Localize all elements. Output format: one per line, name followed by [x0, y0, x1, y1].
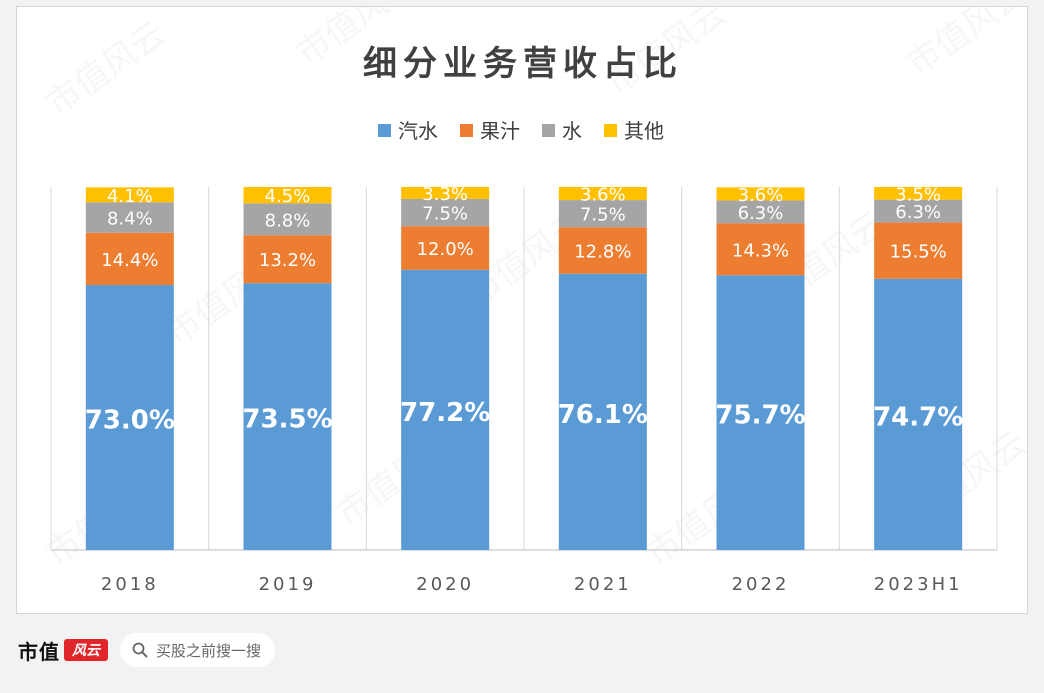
bar-2-3 — [401, 226, 490, 270]
data-label-2-1: 14.4% — [101, 250, 158, 271]
data-label-4-2: 4.5% — [265, 186, 311, 207]
watermark-text: 市值风云 — [39, 14, 173, 125]
bar-3-5 — [716, 200, 805, 224]
watermark-text: 市值风云 — [899, 7, 1029, 84]
bar-4-5 — [716, 187, 805, 201]
data-label-4-4: 3.6% — [580, 185, 626, 206]
x-tick-label-3: 2020 — [416, 574, 474, 595]
data-label-2-3: 12.0% — [417, 239, 474, 260]
bar-2-2 — [243, 235, 332, 284]
x-tick-label-1: 2018 — [101, 574, 159, 595]
bar-1-6 — [874, 278, 963, 550]
footer: 市值 风云 买股之前搜一搜 — [18, 632, 276, 668]
data-label-4-3: 3.3% — [422, 184, 468, 205]
bar-3-6 — [874, 199, 963, 223]
bar-4-3 — [401, 187, 490, 199]
bar-1-5 — [716, 275, 805, 550]
data-label-4-6: 3.5% — [895, 184, 941, 205]
data-label-2-6: 15.5% — [890, 242, 947, 263]
data-label-1-3: 77.2% — [400, 398, 490, 428]
data-label-1-2: 73.5% — [242, 405, 332, 435]
data-label-2-5: 14.3% — [732, 240, 789, 261]
data-label-1-5: 75.7% — [715, 401, 805, 431]
bar-2-5 — [716, 223, 805, 276]
bar-4-2 — [243, 187, 332, 204]
data-label-3-3: 7.5% — [422, 204, 468, 225]
x-tick-label-6: 2023H1 — [874, 574, 963, 595]
bar-2-6 — [874, 222, 963, 279]
legend-swatch-4 — [604, 124, 617, 137]
chart-frame: 市值风云 市值风云 市值风云 市值风云 市值风云 市值风云 市值风云 市值风云 市值风云 市值风云… — [16, 6, 1028, 614]
data-label-4-5: 3.6% — [738, 185, 784, 206]
bar-3-1 — [85, 202, 174, 233]
bar-4-6 — [874, 187, 963, 200]
data-label-3-2: 8.8% — [265, 210, 311, 231]
search-text: 买股之前搜一搜 — [156, 641, 262, 660]
x-tick-label-2: 2019 — [259, 574, 317, 595]
data-label-3-4: 7.5% — [580, 205, 626, 226]
chart-title: 细分业务营收占比 — [363, 44, 683, 84]
data-label-3-6: 6.3% — [895, 202, 941, 223]
bar-3-3 — [401, 198, 490, 227]
legend-swatch-3 — [542, 124, 555, 137]
bar-4-4 — [558, 187, 647, 201]
bar-2-1 — [85, 232, 174, 286]
x-tick-label-5: 2022 — [732, 574, 790, 595]
search-icon — [132, 642, 148, 658]
bar-1-3 — [401, 269, 490, 550]
data-label-1-4: 76.1% — [558, 400, 648, 430]
legend-swatch-1 — [378, 124, 391, 137]
bar-1-4 — [558, 273, 647, 550]
bar-2-4 — [558, 227, 647, 274]
data-label-3-1: 8.4% — [107, 208, 153, 229]
legend-swatch-2 — [460, 124, 473, 137]
data-label-2-4: 12.8% — [574, 242, 631, 263]
x-tick-label-4: 2021 — [574, 574, 632, 595]
bar-1-2 — [243, 283, 332, 550]
brand-name: 市值 — [18, 639, 60, 664]
search-bar[interactable]: 买股之前搜一搜 — [120, 633, 276, 667]
legend-label-3: 水 — [562, 119, 582, 143]
legend-label-1: 汽水 — [398, 119, 438, 143]
bar-4-1 — [85, 187, 174, 203]
bar-3-4 — [558, 200, 647, 228]
brand-logo: 风云 — [64, 639, 108, 661]
data-label-3-5: 6.3% — [738, 203, 784, 224]
data-label-4-1: 4.1% — [107, 186, 153, 207]
data-label-1-1: 73.0% — [85, 406, 175, 436]
data-label-2-2: 13.2% — [259, 250, 316, 271]
legend-label-2: 果汁 — [480, 119, 520, 143]
bar-3-2 — [243, 203, 332, 236]
data-label-1-6: 74.7% — [873, 402, 963, 432]
bar-1-1 — [85, 285, 174, 550]
legend-label-4: 其他 — [624, 119, 664, 143]
